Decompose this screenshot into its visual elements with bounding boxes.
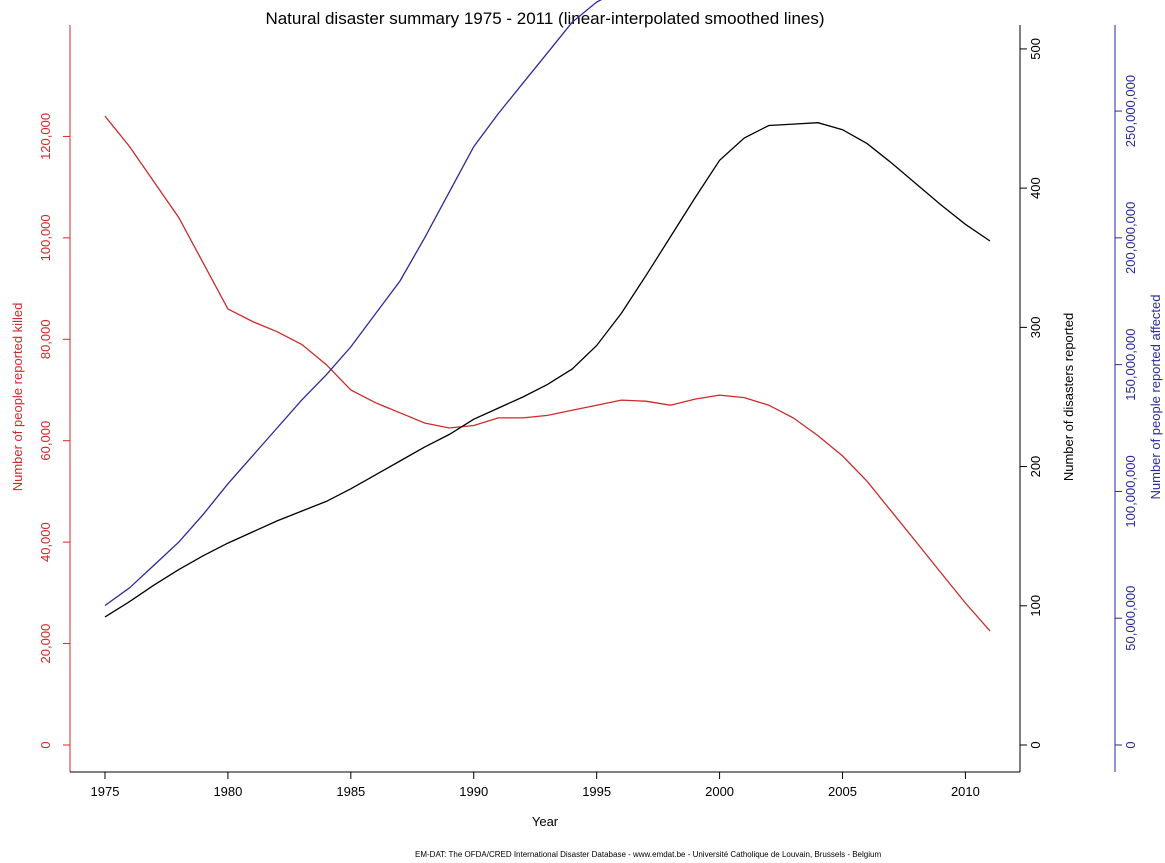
left-tick-label: 20,000 — [38, 624, 53, 664]
left-tick-label: 60,000 — [38, 421, 53, 461]
right1-axis-ticks: 0 100 200 300 400 500 — [1020, 38, 1043, 749]
series-line-right2 — [105, 0, 990, 606]
chart-title: Natural disaster summary 1975 - 2011 (li… — [265, 9, 824, 28]
left-tick-label: 80,000 — [38, 319, 53, 359]
right2-tick-label: 0 — [1123, 741, 1138, 748]
x-tick-label: 1995 — [582, 784, 611, 799]
right2-tick-label: 100,000,000 — [1123, 455, 1138, 527]
right1-axis-label: Number of disasters reported — [1061, 313, 1076, 481]
right1-tick-label: 400 — [1028, 177, 1043, 199]
x-tick-label: 2000 — [705, 784, 734, 799]
right2-axis-ticks: 0 50,000,000 100,000,000 150,000,000 200,000… — [1115, 75, 1138, 749]
source-footer: EM-DAT: The OFDA/CRED International Disa… — [415, 850, 881, 859]
right2-tick-label: 250,000,000 — [1123, 75, 1138, 147]
series-line-right1 — [105, 123, 990, 617]
right2-tick-label: 200,000,000 — [1123, 202, 1138, 274]
x-tick-label: 1980 — [213, 784, 242, 799]
right1-tick-label: 0 — [1028, 741, 1043, 748]
right1-tick-label: 200 — [1028, 456, 1043, 478]
x-axis-ticks: 1975 1980 1985 1990 1995 2000 2005 2010 — [91, 772, 980, 799]
right1-tick-label: 500 — [1028, 38, 1043, 60]
x-tick-label: 1990 — [459, 784, 488, 799]
series-lines — [105, 0, 990, 631]
right2-tick-label: 50,000,000 — [1123, 586, 1138, 651]
left-tick-label: 40,000 — [38, 522, 53, 562]
right2-tick-label: 150,000,000 — [1123, 328, 1138, 400]
left-tick-label: 0 — [38, 741, 53, 748]
series-line-left — [105, 116, 990, 631]
x-axis-label: Year — [532, 814, 559, 829]
left-axis-ticks: 0 20,000 40,000 60,000 80,000 100,000 120,000 — [38, 113, 70, 749]
x-tick-label: 2005 — [828, 784, 857, 799]
right2-axis-label: Number of people reported affected — [1148, 294, 1163, 499]
x-tick-label: 1975 — [91, 784, 120, 799]
left-tick-label: 100,000 — [38, 214, 53, 261]
left-tick-label: 120,000 — [38, 113, 53, 160]
x-tick-label: 1985 — [336, 784, 365, 799]
left-axis-label: Number of people reported killed — [10, 303, 25, 492]
right1-tick-label: 300 — [1028, 317, 1043, 339]
right1-tick-label: 100 — [1028, 595, 1043, 617]
x-tick-label: 2010 — [951, 784, 980, 799]
